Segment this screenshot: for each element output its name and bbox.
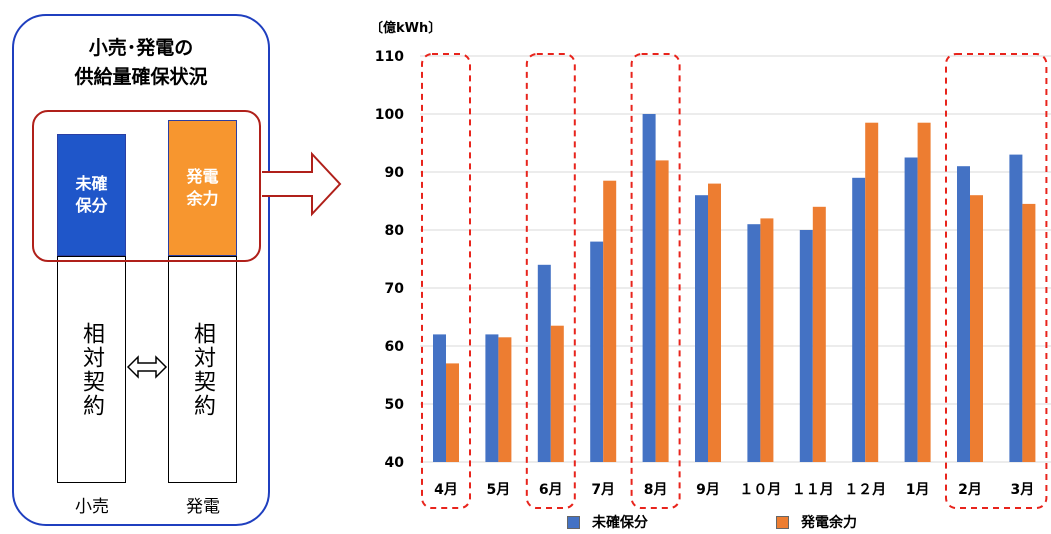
y-tick-label: 110 bbox=[375, 49, 404, 65]
y-tick-label: 50 bbox=[385, 397, 405, 413]
x-tick-label: １１月 bbox=[792, 482, 834, 498]
x-tick-label: 6月 bbox=[539, 482, 563, 498]
x-tick-label: 9月 bbox=[696, 482, 720, 498]
bar-surplus bbox=[1022, 203, 1036, 462]
bar-surplus bbox=[550, 325, 564, 462]
y-tick-label: 90 bbox=[385, 165, 405, 181]
supply-status-panel bbox=[12, 14, 270, 526]
bar-unsecured bbox=[957, 166, 970, 462]
bar-surplus bbox=[760, 218, 774, 462]
panel-title: 小売･発電の 供給量確保状況 bbox=[74, 37, 208, 88]
y-axis-unit-label: 〔億kWh〕 bbox=[370, 20, 441, 36]
highlight-frame-dashed bbox=[525, 53, 576, 509]
x-tick-label: １２月 bbox=[844, 482, 886, 498]
generation-contract-box: 相対契約 bbox=[168, 256, 237, 483]
double-arrow-icon bbox=[126, 355, 168, 379]
legend-swatch-unsecured bbox=[567, 515, 580, 529]
generation-label: 発電 bbox=[186, 497, 220, 517]
bar-unsecured bbox=[695, 195, 708, 462]
legend-item-surplus: 発電余力 bbox=[776, 512, 857, 532]
highlight-frame bbox=[32, 110, 261, 262]
legend-swatch-surplus bbox=[776, 515, 789, 529]
generation-surplus-box: 発電 余力 bbox=[168, 120, 237, 256]
right-arrow-icon bbox=[262, 151, 342, 217]
x-tick-label: 2月 bbox=[958, 482, 982, 498]
x-tick-label: 1月 bbox=[906, 482, 930, 498]
bar-unsecured bbox=[485, 334, 499, 462]
y-tick-label: 100 bbox=[375, 107, 404, 123]
retail-unsecured-box: 未確 保分 bbox=[57, 134, 126, 256]
bar-unsecured bbox=[799, 230, 813, 462]
y-tick-label: 60 bbox=[385, 339, 405, 355]
bar-surplus bbox=[655, 160, 669, 462]
x-tick-label: 8月 bbox=[644, 482, 668, 498]
retail-contract-box: 相対契約 bbox=[57, 256, 126, 483]
bar-unsecured bbox=[747, 224, 761, 462]
bar-unsecured bbox=[433, 334, 446, 462]
x-tick-label: 7月 bbox=[591, 482, 615, 498]
x-tick-label: １０月 bbox=[739, 482, 781, 498]
bar-surplus bbox=[970, 195, 983, 462]
bar-unsecured bbox=[537, 264, 551, 462]
bar-surplus bbox=[446, 363, 459, 462]
bar-unsecured bbox=[1009, 154, 1023, 462]
bar-unsecured bbox=[852, 177, 866, 463]
bar-surplus bbox=[865, 122, 879, 462]
highlight-frame-dashed bbox=[630, 53, 681, 509]
y-tick-label: 70 bbox=[385, 281, 405, 297]
highlight-frame-dashed bbox=[945, 53, 1048, 509]
bar-surplus bbox=[708, 183, 721, 462]
legend-label-unsecured: 未確保分 bbox=[592, 515, 648, 531]
retail-label: 小売 bbox=[75, 497, 109, 517]
legend-item-unsecured: 未確保分 bbox=[567, 512, 648, 532]
bar-unsecured bbox=[590, 241, 604, 462]
bar-unsecured bbox=[642, 114, 656, 462]
x-tick-label: 3月 bbox=[1011, 482, 1035, 498]
bar-surplus bbox=[917, 122, 931, 462]
legend-label-surplus: 発電余力 bbox=[801, 515, 857, 531]
bar-chart: 〔億kWh〕 40 50 60 70 80 90 100 110 4月 5月 6月 7月 8月 9月 １０… bbox=[370, 20, 1051, 509]
bar-surplus bbox=[603, 180, 617, 462]
highlight-frame-dashed bbox=[421, 53, 471, 509]
bar-surplus bbox=[812, 206, 826, 462]
bar-unsecured bbox=[904, 157, 918, 462]
y-tick-label: 40 bbox=[385, 455, 405, 471]
x-tick-label: 4月 bbox=[434, 482, 458, 498]
x-tick-label: 5月 bbox=[487, 482, 511, 498]
bar-surplus bbox=[498, 337, 512, 462]
y-tick-label: 80 bbox=[385, 223, 405, 239]
